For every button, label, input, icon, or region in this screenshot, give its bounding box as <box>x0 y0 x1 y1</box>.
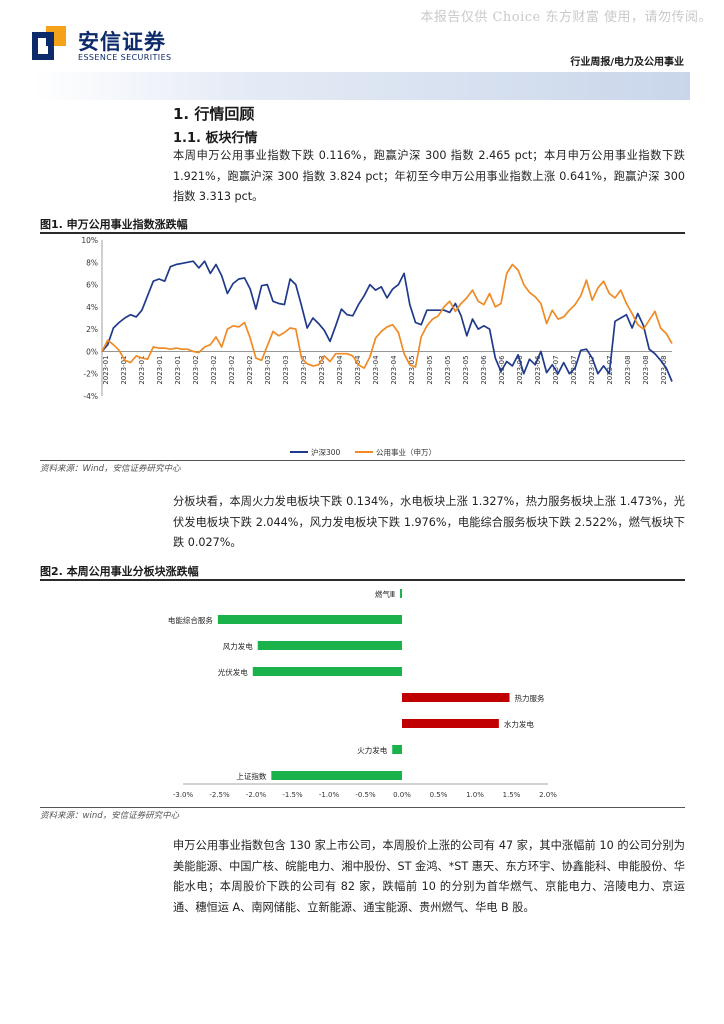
x-tick-label: -0.5% <box>355 791 376 799</box>
y-tick-label: 4% <box>86 303 98 312</box>
figure-2-source: 资料来源：wind，安信证券研究中心 <box>40 811 180 821</box>
x-tick-label: 2023-03 <box>282 355 290 384</box>
brand-mark-icon <box>32 26 66 60</box>
x-tick-label: 2023-01 <box>102 355 110 384</box>
bar-2 <box>257 641 402 650</box>
line-chart: 10% 8% 6% 4% 2% 0% -2% -4% 2023-01 2023-01 2023-0… <box>81 236 673 456</box>
line-chart-legend: 沪深300 公用事业（申万） <box>290 447 436 456</box>
bar-0 <box>400 589 402 598</box>
x-tick-label: 2023-06 <box>516 355 524 385</box>
legend-label-utility: 公用事业（申万） <box>376 447 436 456</box>
x-tick-label: 2023-02 <box>192 355 200 384</box>
y-tick-label: -2% <box>83 370 98 379</box>
x-tick-label: 2023-02 <box>246 355 254 384</box>
brand-logo: 安信证券 ESSENCE SECURITIES <box>32 26 192 66</box>
paragraph-company-summary: 申万公用事业指数包含 130 家上市公司，本周股价上涨的公司有 47 家，其中涨… <box>173 839 685 914</box>
legend-label-hs300: 沪深300 <box>311 447 341 456</box>
x-tick-label: 2023-08 <box>642 355 650 384</box>
brand-name-cn: 安信证券 <box>78 30 166 54</box>
x-tick-label: 2023-05 <box>408 355 416 384</box>
x-tick-label: 2023-05 <box>462 355 470 384</box>
figure-2-title: 图2. 本周公用事业分板块涨跌幅 <box>40 565 199 578</box>
paragraph-index-summary: 本周申万公用事业指数下跌 0.116%，跑赢沪深 300 指数 2.465 pc… <box>173 149 685 203</box>
x-tick-label: 2023-05 <box>444 355 452 384</box>
series-line-utility <box>101 263 673 369</box>
paragraph-sector-summary: 分板块看，本周火力发电板块下跌 0.134%，水电板块上涨 1.327%，热力服… <box>173 495 685 549</box>
x-tick-label: 2023-05 <box>426 355 434 384</box>
x-tick-label: 0.0% <box>393 791 411 799</box>
x-tick-label: 0.5% <box>430 791 448 799</box>
header-band <box>34 72 690 100</box>
bar-1 <box>217 615 402 624</box>
x-tick-label: 2023-06 <box>480 355 488 385</box>
y-tick-label: 0% <box>86 347 98 356</box>
x-tick-label: 2023-01 <box>120 355 128 384</box>
figure-1-source: 资料来源：Wind，安信证券研究中心 <box>40 464 181 474</box>
bar-7 <box>271 771 402 780</box>
x-tick-label: 2023-04 <box>336 355 344 385</box>
figure-2-source-rule <box>40 807 685 808</box>
y-tick-label: 8% <box>86 258 98 267</box>
x-tick-label: 1.0% <box>466 791 484 799</box>
x-tick-label: 2023-08 <box>624 355 632 384</box>
x-tick-label: 2023-07 <box>588 355 596 384</box>
x-tick-label: -1.0% <box>319 791 340 799</box>
bar-category-label: 上证指数 <box>236 771 266 781</box>
figure-1-source-rule <box>40 460 685 461</box>
bar-category-label: 热力服务 <box>515 693 545 703</box>
x-tick-label: 2023-01 <box>156 355 164 384</box>
x-tick-label: -1.5% <box>282 791 303 799</box>
x-tick-label: 2023-01 <box>174 355 182 384</box>
x-tick-label: 2023-02 <box>210 355 218 384</box>
x-tick-label: 2023-03 <box>264 355 272 384</box>
bar-category-label: 燃气Ⅲ <box>375 589 395 599</box>
x-tick-label: 2023-04 <box>390 355 398 385</box>
x-tick-label: 2.0% <box>539 791 557 799</box>
x-tick-label: 2023-02 <box>228 355 236 384</box>
bar-category-label: 光伏发电 <box>218 667 248 677</box>
x-tick-label: -2.5% <box>209 791 230 799</box>
x-tick-label: 2023-03 <box>300 355 308 384</box>
figure-1-title: 图1. 申万公用事业指数涨跌幅 <box>40 218 188 231</box>
bar-category-label: 水力发电 <box>504 719 534 729</box>
watermark: 本报告仅供 Choice 东方财富 使用，请勿传阅。 <box>420 10 712 25</box>
figure-1-rule <box>40 232 685 234</box>
x-tick-label: 2023-06 <box>534 355 542 385</box>
bar-category-label: 风力发电 <box>223 641 253 651</box>
brand-name-en: ESSENCE SECURITIES <box>78 53 172 62</box>
bar-3 <box>252 667 402 676</box>
x-tick-label: 1.5% <box>503 791 521 799</box>
y-tick-label: -4% <box>83 392 98 401</box>
x-tick-label: 2023-04 <box>354 355 362 385</box>
bar-5 <box>402 719 499 728</box>
bar-4 <box>402 693 510 702</box>
figure-2-rule <box>40 579 685 581</box>
bar-category-label: 电能综合服务 <box>168 615 213 625</box>
x-tick-label: -2.0% <box>246 791 267 799</box>
subsection-title: 1.1. 板块行情 <box>173 131 258 146</box>
x-tick-label: -3.0% <box>173 791 194 799</box>
x-tick-label: 2023-04 <box>372 355 380 385</box>
y-tick-label: 2% <box>86 325 98 334</box>
series-line-hs300 <box>101 260 673 382</box>
x-tick-label: 2023-08 <box>660 355 668 384</box>
bar-category-label: 火力发电 <box>357 745 387 755</box>
y-tick-label: 10% <box>81 236 98 245</box>
bar-6 <box>392 745 402 754</box>
y-tick-label: 6% <box>86 281 98 290</box>
report-category: 行业周报/电力及公用事业 <box>570 57 684 68</box>
section-title: 1. 行情回顾 <box>173 105 255 123</box>
x-tick-label: 2023-01 <box>138 355 146 384</box>
x-tick-label: 2023-03 <box>318 355 326 384</box>
